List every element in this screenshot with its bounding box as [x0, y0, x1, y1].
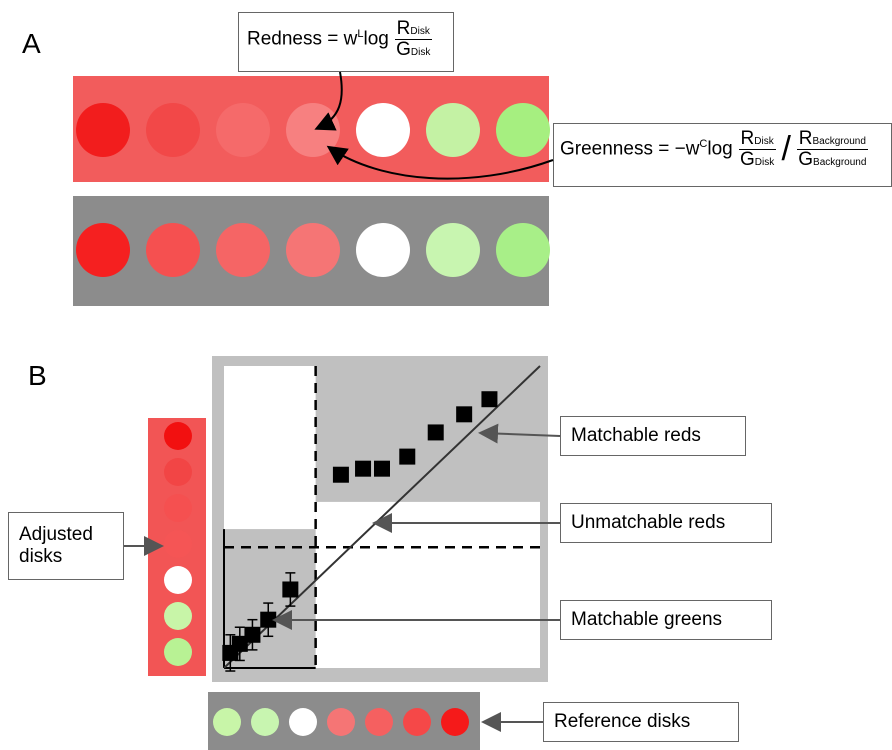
redness-num-sub: Disk [410, 26, 430, 37]
bottom-row-disk [426, 223, 480, 277]
adjusted-disk [164, 638, 192, 666]
data-point [244, 626, 261, 643]
greenness-formula: Greenness = −wClog RDisk GDisk / RBackgr… [553, 123, 892, 187]
greenness-slash: / [781, 129, 791, 168]
bottom-row-disk [496, 223, 550, 277]
bottom-row-disk [286, 223, 340, 277]
reference-disk [327, 708, 355, 736]
matchable-reds-callout: Matchable reds [560, 416, 746, 456]
bottom-row-disk [216, 223, 270, 277]
top-row-disk [76, 103, 130, 157]
greenness-den1-sub: Disk [754, 156, 775, 168]
data-point [282, 581, 299, 598]
reference-disk [289, 708, 317, 736]
data-point [260, 611, 277, 628]
bottom-row-disk [356, 223, 410, 277]
match-plot [212, 356, 548, 682]
data-point [399, 448, 416, 465]
redness-lhs: Redness = w [247, 28, 358, 50]
greenness-sup: C [699, 138, 708, 151]
top-row-disk [146, 103, 200, 157]
adjusted-disk [164, 566, 192, 594]
greenness-fn: log [707, 138, 733, 160]
panel-b-label: B [28, 360, 47, 391]
top-row-disk [356, 103, 410, 157]
reference-disks-callout: Reference disks [543, 702, 739, 742]
greenness-arrow [326, 145, 554, 180]
bottom-row-disk [146, 223, 200, 277]
data-point [222, 644, 239, 661]
unmatchable-reds-callout: Unmatchable reds [560, 503, 772, 543]
adjusted-disk [164, 494, 192, 522]
adjusted-disk [164, 530, 192, 558]
redness-fn: log [363, 28, 389, 50]
redness-formula: Redness = wLlog RDisk GDisk [238, 12, 454, 72]
lower-right-white-region [315, 501, 540, 668]
top-row-disk [216, 103, 270, 157]
redness-num: R [396, 18, 411, 39]
top-row-disk [426, 103, 480, 157]
reference-disk [251, 708, 279, 736]
reference-disk [365, 708, 393, 736]
greenness-den2: G [798, 148, 814, 170]
reference-disk [403, 708, 431, 736]
greenness-num1: R [740, 128, 755, 149]
adjusted-disk [164, 602, 192, 630]
adjusted-disk [164, 422, 192, 450]
adjusted-disks-line2: disks [19, 546, 63, 567]
data-point [374, 460, 390, 477]
greenness-num2-sub: Background [812, 136, 866, 147]
greenness-num2: R [798, 128, 813, 149]
top-row-disk [496, 103, 550, 157]
data-point [456, 406, 473, 423]
greenness-den1: G [740, 148, 755, 170]
reference-disk [213, 708, 241, 736]
panel-a-label: A [22, 28, 41, 59]
greenness-fraction-2: RBackground GBackground [796, 129, 868, 170]
data-point [355, 460, 372, 477]
adjusted-disk [164, 458, 192, 486]
bottom-row-disk [76, 223, 130, 277]
adjusted-disks-line1: Adjusted [19, 524, 93, 545]
greenness-den2-sub: Background [813, 156, 867, 168]
greenness-num1-sub: Disk [754, 136, 774, 147]
redness-den: G [396, 38, 411, 60]
greenness-fraction-1: RDisk GDisk [738, 129, 776, 170]
redness-den-sub: Disk [410, 46, 431, 58]
redness-arrow [314, 71, 343, 131]
greenness-lhs: Greenness = −w [560, 138, 700, 160]
adjusted-disks-callout: Adjusted disks [8, 512, 124, 580]
data-point [481, 391, 498, 408]
upper-left-white-region [224, 366, 316, 530]
redness-fraction: RDisk GDisk [394, 19, 432, 60]
matchable-greens-callout: Matchable greens [560, 600, 772, 640]
reference-disk [441, 708, 469, 736]
data-point [332, 466, 349, 483]
redness-sup: L [357, 28, 364, 41]
data-point [427, 424, 444, 441]
